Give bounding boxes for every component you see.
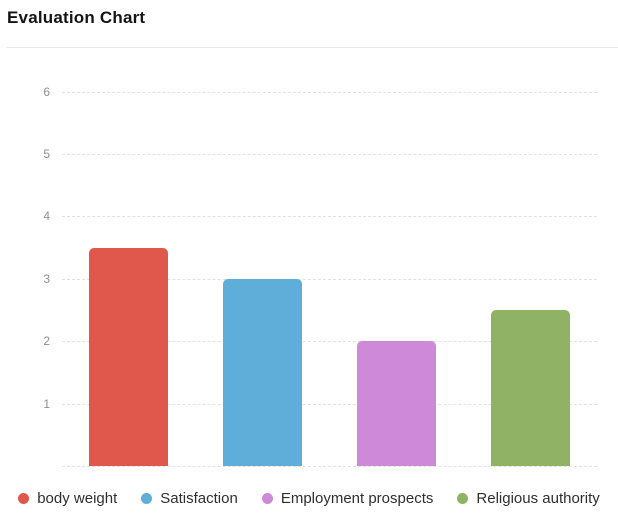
gridline-y-0 [62,466,597,467]
y-axis-tick-2: 2 [43,334,50,349]
gridline-y-6 [62,91,597,93]
y-axis-tick-6: 6 [43,84,50,99]
header-divider [6,47,618,48]
chart-legend: body weight Satisfaction Employment prospe… [0,490,618,507]
y-axis-tick-3: 3 [43,271,50,286]
y-axis-tick-5: 5 [43,147,50,161]
gridline-y-2 [62,341,597,343]
legend-label: Religious authority [476,490,600,507]
legend-item-body-weight[interactable]: body weight [18,490,117,507]
gridline-y-4 [62,216,597,218]
y-axis-tick-1: 1 [43,396,50,411]
legend-swatch-body-weight [18,493,30,504]
legend-label: Satisfaction [160,490,238,507]
legend-swatch-satisfaction [141,493,153,504]
gridline-y-5 [62,154,597,155]
legend-label: Employment prospects [280,490,434,507]
legend-item-satisfaction[interactable]: Satisfaction [141,490,238,507]
y-axis-tick-4: 4 [43,209,50,224]
bar-religious-authority[interactable] [490,310,570,466]
gridline-y-3 [62,278,597,280]
legend-item-religious-authority[interactable]: Religious authority [457,490,600,507]
legend-swatch-employment-prospects [261,493,273,504]
legend-swatch-religious-authority [457,493,469,504]
legend-item-employment-prospects[interactable]: Employment prospects [261,490,434,507]
bar-satisfaction[interactable] [223,278,303,466]
bar-body-weight[interactable] [89,247,169,466]
page-title: Evaluation Chart [7,8,146,27]
gridline-y-1 [62,403,597,405]
bar-employment-prospects[interactable] [356,341,436,466]
legend-label: body weight [37,490,118,507]
